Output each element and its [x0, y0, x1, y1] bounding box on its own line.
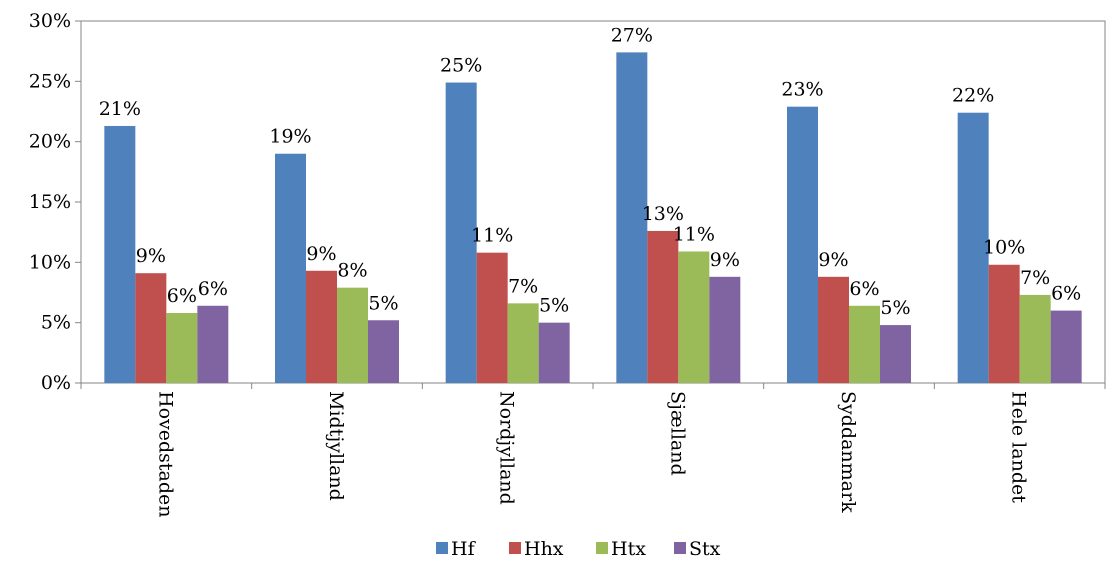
data-label: 9% [306, 243, 336, 265]
data-label: 7% [508, 275, 538, 297]
y-tick-label: 10% [29, 251, 71, 273]
data-label: 9% [710, 249, 740, 271]
data-label: 11% [471, 225, 513, 247]
data-label: 11% [673, 223, 715, 245]
y-tick-label: 15% [29, 191, 71, 213]
bar-htx [166, 313, 198, 383]
legend-swatch-hf [436, 542, 448, 554]
bar-stx [197, 305, 229, 383]
bar-htx [337, 287, 368, 383]
bar-htx [678, 251, 710, 383]
data-label: 10% [983, 237, 1025, 259]
data-label: 6% [1051, 283, 1081, 305]
bar-hhx [135, 273, 167, 383]
bar-htx [849, 305, 880, 383]
bar-hf [957, 112, 989, 383]
data-label: 22% [952, 85, 994, 107]
y-tick-label: 0% [41, 372, 71, 394]
legend-label: Htx [611, 538, 646, 560]
bar-hf [104, 125, 136, 383]
bar-hf [275, 153, 306, 383]
data-label: 25% [440, 55, 482, 77]
data-label: 5% [539, 295, 569, 317]
y-tick-label: 5% [41, 312, 71, 334]
bar-stx [538, 322, 570, 383]
bar-htx [1019, 294, 1051, 383]
x-category-label: Nordjylland [496, 391, 518, 505]
plot-frame [80, 20, 1106, 384]
data-label: 6% [849, 278, 879, 300]
x-category-label: Midtjylland [325, 391, 347, 501]
data-label: 9% [136, 245, 166, 267]
y-tick-label: 20% [29, 131, 71, 153]
legend-label: Stx [689, 538, 721, 560]
data-label: 5% [368, 292, 398, 314]
bar-hf [616, 52, 648, 384]
y-tick-label: 25% [29, 70, 71, 92]
legend-label: Hf [451, 538, 477, 560]
data-label: 27% [611, 24, 653, 46]
legend-swatch-stx [674, 542, 686, 554]
data-label: 13% [642, 203, 684, 225]
data-labels: 21%19%25%27%23% 22%9% 9%11%13%9%10%6%8%7%1… [99, 24, 1082, 319]
y-axis: 0% 5% 10% 15% 20% 25% 30% [29, 10, 81, 394]
data-label: 6% [167, 285, 197, 307]
bar-stx [880, 325, 911, 383]
bar-hhx [818, 276, 849, 383]
x-category-label: Syddanmark [837, 391, 859, 513]
data-label: 21% [99, 98, 141, 120]
bars [104, 52, 1082, 384]
data-label: 6% [198, 278, 228, 300]
x-category-label: Hele landet [1008, 391, 1030, 503]
bar-hf [787, 106, 818, 383]
bar-stx [368, 320, 399, 383]
data-label: 19% [269, 126, 311, 148]
x-category-label: Hovedstaden [154, 391, 176, 518]
legend: Hf Hhx Htx Stx [436, 538, 721, 560]
legend-label: Hhx [524, 538, 564, 560]
legend-swatch-htx [596, 542, 608, 554]
bar-htx [507, 303, 539, 383]
y-tick-label: 30% [29, 10, 71, 32]
bar-hhx [988, 264, 1020, 383]
data-label: 7% [1020, 267, 1050, 289]
legend-swatch-hhx [509, 542, 521, 554]
data-label: 5% [880, 297, 910, 319]
bar-stx [1050, 310, 1082, 383]
data-label: 23% [781, 79, 823, 101]
bar-stx [709, 276, 741, 383]
data-label: 8% [337, 260, 367, 282]
bar-hf [445, 82, 477, 383]
x-axis: Hovedstaden Midtjylland Nordjylland Sjællan… [80, 383, 1106, 518]
bar-hhx [647, 230, 679, 383]
x-category-label: Sjælland [666, 391, 688, 476]
data-label: 9% [818, 249, 848, 271]
bar-hhx [306, 270, 337, 383]
bar-hhx [476, 252, 508, 383]
